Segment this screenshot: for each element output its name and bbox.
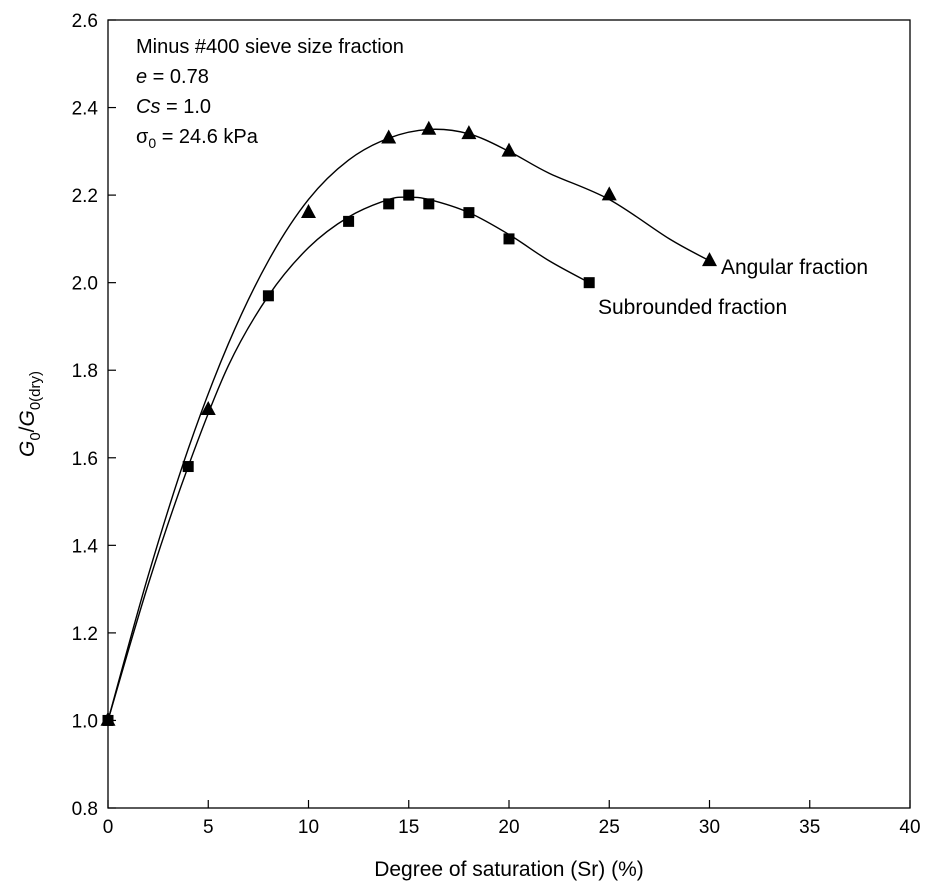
- annotation-line-3: Cs = 1.0: [136, 96, 211, 118]
- data-point-square: [403, 189, 415, 201]
- data-point-square: [383, 198, 395, 210]
- data-point-square: [423, 198, 435, 210]
- y-axis-title-g1: G: [16, 441, 39, 457]
- y-tick-label: 1.2: [72, 624, 98, 645]
- data-point-square: [583, 277, 595, 289]
- series-line: [107, 128, 710, 721]
- data-point-triangle: [461, 125, 477, 140]
- annotation-line-4: σ0 = 24.6 kPa: [136, 126, 259, 151]
- data-point-square: [262, 290, 274, 302]
- x-tick-label: 35: [799, 817, 820, 838]
- x-tick-label: 30: [699, 817, 720, 838]
- data-point-triangle: [381, 129, 397, 144]
- data-point-triangle: [601, 186, 617, 201]
- data-point-square: [503, 233, 515, 245]
- series-label-angular: Angular fraction: [721, 256, 868, 279]
- y-axis-title-sub2: 0(dry): [27, 371, 44, 410]
- annotation-sigma: σ: [136, 126, 149, 148]
- y-tick-label: 1.4: [72, 536, 99, 557]
- y-tick-label: 2.0: [72, 274, 98, 295]
- y-axis-title-g2: G: [16, 410, 39, 426]
- data-point-triangle: [501, 142, 517, 157]
- annotation-value-cs: = 1.0: [160, 96, 211, 118]
- annotation-var-e: e: [136, 66, 147, 88]
- annotation-sigma-sub: 0: [148, 135, 156, 151]
- data-point-square: [463, 207, 475, 219]
- x-axis-title: Degree of saturation (Sr) (%): [374, 858, 644, 881]
- y-axis-title-slash: /: [16, 426, 39, 432]
- series-label-subrounded: Subrounded fraction: [598, 296, 787, 319]
- x-tick-label: 20: [498, 817, 519, 838]
- annotation-var-cs: Cs: [136, 96, 160, 118]
- x-tick-label: 40: [899, 817, 920, 838]
- data-point-square: [102, 714, 114, 726]
- series-layer: [100, 120, 717, 726]
- data-point-triangle: [421, 120, 437, 135]
- x-tick-label: 10: [298, 817, 319, 838]
- x-tick-label: 25: [599, 817, 620, 838]
- data-point-square: [182, 461, 194, 473]
- x-tick-label: 15: [398, 817, 419, 838]
- y-tick-label: 2.6: [72, 11, 98, 32]
- data-point-triangle: [200, 400, 216, 415]
- series-subrounded: [102, 189, 595, 726]
- y-tick-label: 1.6: [72, 449, 98, 470]
- y-axis-ticks: 0.8 1.0 1.2 1.4 1.6 1.8 2.0 2.2 2.4 2.6: [72, 11, 116, 820]
- y-axis-title: G0/G0(dry): [16, 371, 44, 457]
- annotation-block: Minus #400 sieve size fraction e = 0.78 …: [136, 36, 404, 151]
- y-tick-label: 1.0: [72, 711, 98, 732]
- y-tick-label: 1.8: [72, 361, 98, 382]
- y-tick-label: 0.8: [72, 799, 98, 820]
- data-point-square: [343, 215, 355, 227]
- annotation-line-1: Minus #400 sieve size fraction: [136, 36, 404, 58]
- x-tick-label: 0: [103, 817, 114, 838]
- x-axis-ticks: 0 5 10 15 20 25 30 35 40: [103, 800, 921, 838]
- y-axis-title-sub1: 0: [27, 432, 44, 440]
- annotation-line-2: e = 0.78: [136, 66, 209, 88]
- x-tick-label: 5: [203, 817, 214, 838]
- y-tick-label: 2.4: [72, 99, 99, 120]
- data-point-triangle: [301, 203, 316, 218]
- series-angular: [100, 120, 717, 726]
- data-point-triangle: [702, 252, 717, 267]
- y-tick-label: 2.2: [72, 186, 98, 207]
- series-line: [107, 196, 590, 721]
- annotation-value-sigma: = 24.6 kPa: [156, 126, 259, 148]
- annotation-value-e: = 0.78: [147, 66, 209, 88]
